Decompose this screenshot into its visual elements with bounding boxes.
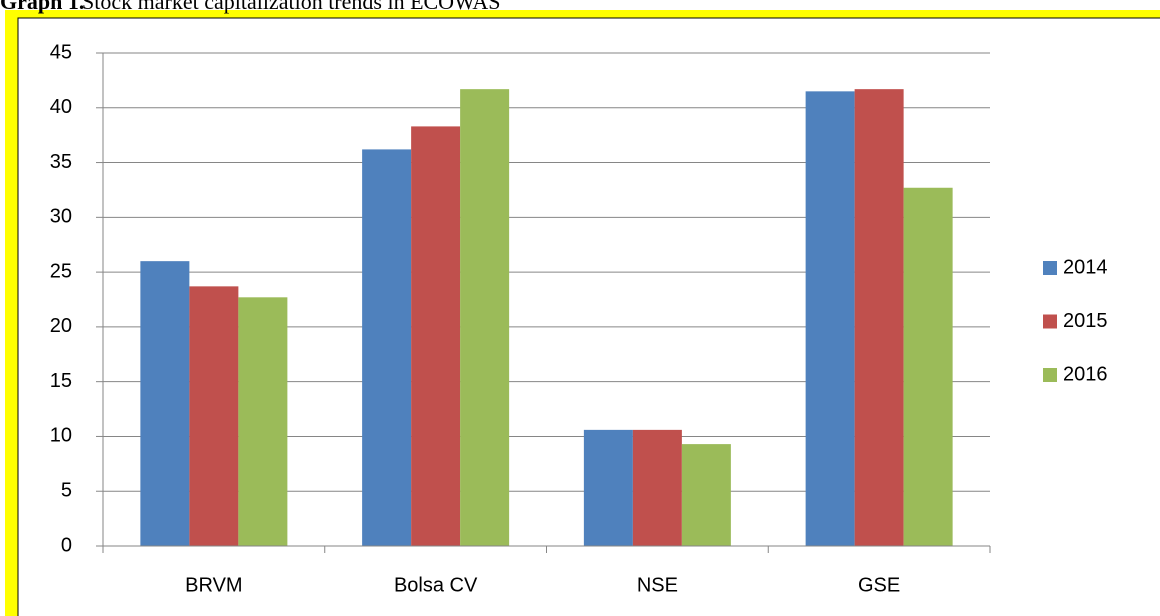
bar (632, 429, 682, 546)
bar (854, 89, 904, 547)
bar (140, 261, 190, 546)
bar (903, 187, 953, 546)
title-group: Graph 1. Stock market capitalization tre… (0, 0, 501, 14)
y-tick-label: 25 (50, 260, 72, 282)
legend-swatch (1043, 368, 1057, 382)
x-tick-label: BRVM (185, 574, 242, 596)
bar (583, 429, 633, 546)
x-tick-label: GSE (858, 574, 900, 596)
y-tick-label: 0 (61, 534, 72, 556)
bar (362, 149, 412, 547)
legend-label: 2014 (1063, 256, 1108, 278)
bar (460, 89, 510, 547)
x-tick-label: NSE (637, 574, 678, 596)
bar (411, 126, 461, 546)
chart-title: Stock market capitalization trends in EC… (82, 0, 501, 14)
bar (805, 91, 855, 546)
bar (238, 297, 288, 546)
y-tick-label: 45 (50, 41, 72, 63)
y-tick-label: 40 (50, 96, 72, 118)
legend-swatch (1043, 314, 1057, 329)
y-tick-label: 15 (50, 370, 72, 392)
legend-label: 2016 (1063, 363, 1108, 385)
legend-label: 2015 (1063, 310, 1108, 332)
legend-swatch (1043, 261, 1057, 275)
y-tick-label: 20 (50, 315, 72, 337)
y-tick-label: 5 (61, 480, 72, 502)
y-tick-label: 10 (50, 425, 72, 447)
y-tick-label: 30 (50, 206, 72, 228)
y-tick-label: 35 (50, 151, 72, 173)
x-tick-label: Bolsa CV (394, 574, 478, 596)
chart-title-label: Graph 1. (0, 0, 84, 14)
bar (681, 444, 731, 546)
bar (189, 286, 239, 546)
